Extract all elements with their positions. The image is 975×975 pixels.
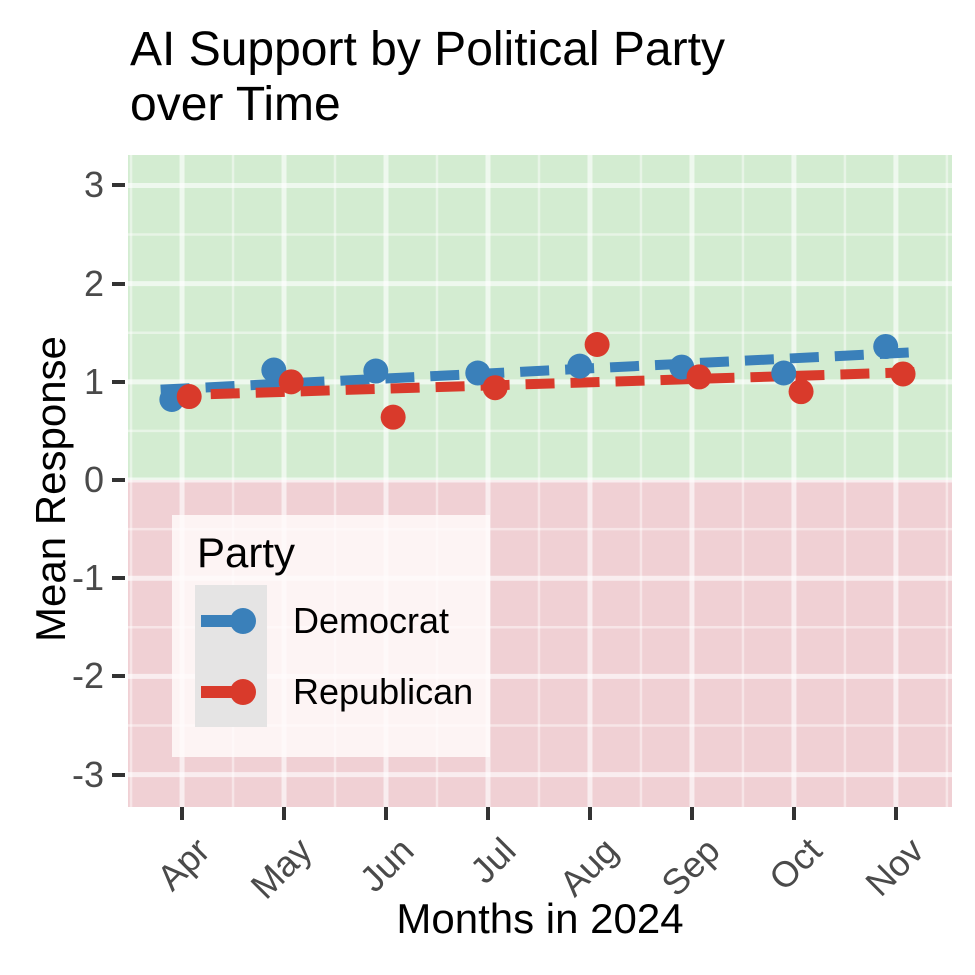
y-tick-label: -3 xyxy=(71,753,104,795)
point-democrat xyxy=(771,360,797,386)
trend-line-democrat xyxy=(160,347,913,395)
legend-title: Party xyxy=(197,529,296,576)
legend-key-republican xyxy=(195,656,267,727)
legend: Party Democrat Republican xyxy=(172,515,490,757)
chart-title-line-2: over Time xyxy=(130,78,341,131)
point-republican xyxy=(278,369,304,395)
point-republican xyxy=(584,332,610,358)
y-tick-label: 0 xyxy=(83,459,104,501)
point-republican xyxy=(176,384,202,410)
y-tick-mark xyxy=(112,478,125,483)
x-tick-mark xyxy=(282,807,287,820)
point-democrat xyxy=(567,353,593,379)
y-tick-label: 3 xyxy=(83,164,104,206)
chart-title: AI Support by Political Party over Time xyxy=(130,22,725,132)
point-democrat xyxy=(873,333,899,359)
x-axis-title: Months in 2024 xyxy=(396,895,684,942)
point-republican xyxy=(890,361,916,387)
trend-line-republican xyxy=(165,367,919,401)
point-republican xyxy=(380,404,406,430)
republican-key-glyph xyxy=(201,678,256,705)
y-tick-label: 2 xyxy=(83,262,104,304)
y-tick-mark xyxy=(112,772,125,777)
y-tick-mark xyxy=(112,379,125,384)
y-tick-mark xyxy=(112,183,125,188)
democrat-key-glyph xyxy=(201,607,256,634)
y-tick-label: 1 xyxy=(83,360,104,402)
legend-item-democrat: Democrat xyxy=(172,585,490,656)
x-tick-mark xyxy=(587,807,592,820)
point-republican xyxy=(686,364,712,390)
positive-band xyxy=(128,155,952,481)
x-tick-mark xyxy=(893,807,898,820)
legend-key-democrat xyxy=(195,585,267,656)
legend-item-republican: Republican xyxy=(172,656,490,727)
y-tick-label: -1 xyxy=(71,557,104,599)
y-tick-mark xyxy=(112,576,125,581)
point-republican xyxy=(482,375,508,401)
y-tick-mark xyxy=(112,674,125,679)
chart-title-line-1: AI Support by Political Party xyxy=(130,23,725,76)
y-tick-mark xyxy=(112,281,125,286)
x-tick-mark xyxy=(689,807,694,820)
point-democrat xyxy=(465,360,491,386)
point-republican xyxy=(788,379,814,405)
x-tick-mark xyxy=(384,807,388,820)
point-democrat xyxy=(363,358,389,384)
y-tick-label: -2 xyxy=(71,655,104,697)
legend-label-republican: Republican xyxy=(293,670,474,712)
x-tick-mark xyxy=(791,807,796,820)
x-tick-mark xyxy=(485,807,490,820)
x-tick-mark xyxy=(180,807,185,820)
legend-label-democrat: Democrat xyxy=(293,599,450,641)
